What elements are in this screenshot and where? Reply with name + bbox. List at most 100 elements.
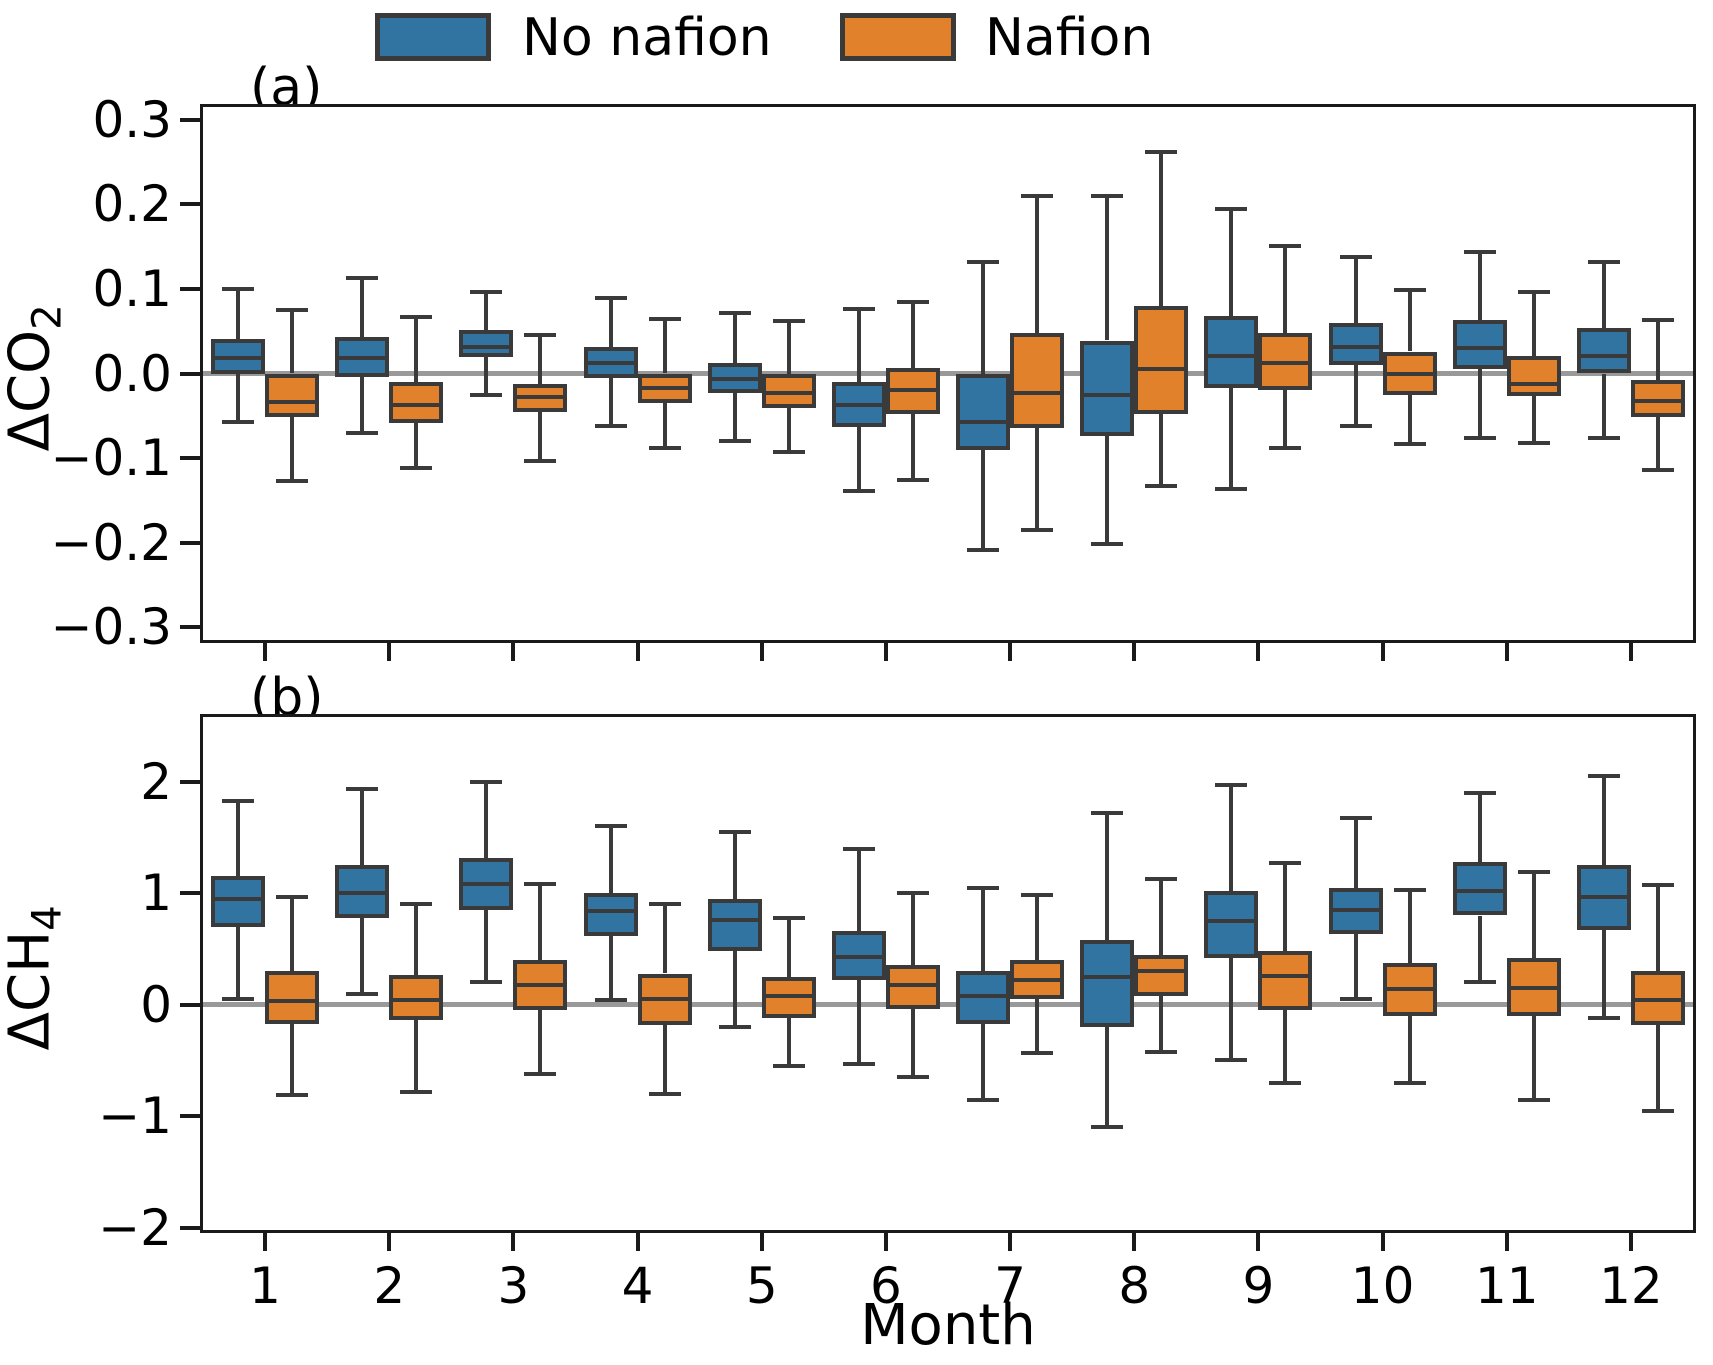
whisker-upper: [290, 310, 295, 374]
whisker-cap-upper: [1339, 816, 1372, 821]
legend: No nafion Nafion: [0, 0, 1713, 80]
whisker-cap-lower: [1021, 528, 1054, 533]
whisker-cap-lower: [1339, 423, 1372, 428]
median-line: [339, 356, 386, 361]
whisker-lower: [1601, 930, 1606, 1019]
whisker-lower: [786, 1018, 791, 1067]
median-line: [339, 891, 386, 896]
x-tick: [511, 643, 516, 661]
whisker-lower: [910, 1009, 915, 1078]
whisker-cap-upper: [1641, 883, 1674, 888]
whisker-cap-upper: [222, 798, 255, 803]
box-nafion-month-8: [1134, 305, 1189, 415]
median-line: [1580, 353, 1627, 358]
x-tick: [635, 643, 640, 661]
box-nafion-month-12: [1630, 380, 1685, 417]
box-no-nafion-month-11: [1452, 320, 1507, 370]
x-tick: [1380, 1233, 1385, 1251]
whisker-cap-lower: [276, 478, 309, 483]
whisker-upper: [484, 292, 489, 331]
whisker-lower: [1601, 373, 1606, 438]
y-tick: [180, 286, 200, 291]
median-line: [1332, 345, 1379, 350]
whisker-cap-upper: [1463, 249, 1496, 254]
median-line: [711, 917, 758, 922]
whisker-cap-lower: [967, 548, 1000, 553]
whisker-upper: [414, 316, 419, 382]
x-tick-label: 7: [994, 1257, 1026, 1315]
whisker-upper: [1477, 792, 1482, 862]
whisker-upper: [786, 917, 791, 977]
whisker-upper: [1283, 863, 1288, 952]
whisker-lower: [1407, 1015, 1412, 1083]
whisker-cap-lower: [1517, 440, 1550, 445]
x-tick-label: 11: [1474, 1257, 1539, 1315]
box-nafion-month-12: [1630, 971, 1685, 1025]
whisker-cap-upper: [1021, 893, 1054, 898]
whisker-lower: [732, 951, 737, 1028]
whisker-lower: [414, 1020, 419, 1092]
median-line: [1084, 974, 1131, 979]
whisker-upper: [786, 321, 791, 375]
median-line: [889, 388, 936, 393]
whisker-lower: [360, 376, 365, 433]
whisker-cap-lower: [1339, 997, 1372, 1002]
whisker-cap-upper: [967, 259, 1000, 264]
whisker-cap-lower: [648, 1091, 681, 1096]
whisker-upper: [1159, 878, 1164, 955]
whisker-upper: [1105, 812, 1110, 941]
median-line: [1262, 973, 1309, 978]
whisker-cap-lower: [772, 450, 805, 455]
median-line: [1386, 371, 1433, 376]
median-line: [1456, 888, 1503, 893]
whisker-cap-upper: [967, 885, 1000, 890]
whisker-upper: [1353, 256, 1358, 323]
whisker-lower: [608, 935, 613, 1001]
whisker-lower: [360, 917, 365, 994]
median-line: [215, 356, 262, 361]
whisker-upper: [608, 826, 613, 894]
y-tick-label: 0.1: [92, 259, 172, 318]
x-tick-label: 12: [1599, 1257, 1663, 1315]
whisker-cap-lower: [1641, 467, 1674, 472]
whisker-cap-upper: [470, 290, 503, 295]
x-tick: [759, 643, 764, 661]
y-tick: [180, 456, 200, 461]
box-nafion-month-1: [265, 373, 320, 418]
whisker-cap-upper: [400, 314, 433, 319]
x-axis-label: Month: [860, 1293, 1036, 1358]
median-line: [765, 993, 812, 998]
whisker-lower: [1229, 957, 1234, 1061]
y-tick: [180, 891, 200, 896]
whisker-upper: [1655, 320, 1660, 381]
whisker-lower: [290, 417, 295, 481]
median-line: [1634, 398, 1681, 403]
box-nafion-month-2: [389, 381, 444, 423]
box-nafion-month-6: [885, 964, 940, 1010]
whisker-cap-upper: [1463, 790, 1496, 795]
whisker-cap-upper: [1091, 193, 1124, 198]
whisker-cap-lower: [1269, 1080, 1302, 1085]
whisker-lower: [1159, 995, 1164, 1052]
whisker-cap-lower: [896, 478, 929, 483]
median-line: [1138, 367, 1185, 372]
whisker-cap-upper: [1215, 783, 1248, 788]
box-no-nafion-month-8: [1080, 340, 1135, 437]
whisker-cap-lower: [1215, 487, 1248, 492]
whisker-cap-upper: [1215, 207, 1248, 212]
whisker-cap-upper: [648, 902, 681, 907]
whisker-cap-upper: [1339, 254, 1372, 259]
x-tick-label: 10: [1350, 1257, 1415, 1315]
whisker-cap-lower: [1463, 435, 1496, 440]
whisker-upper: [981, 261, 986, 375]
whisker-upper: [538, 335, 543, 384]
whisker-cap-upper: [1587, 774, 1620, 779]
whisker-lower: [981, 450, 986, 551]
median-line: [1580, 894, 1627, 899]
box-nafion-month-8: [1134, 954, 1189, 996]
whisker-cap-upper: [276, 894, 309, 899]
whisker-cap-upper: [276, 308, 309, 313]
whisker-lower: [1477, 369, 1482, 438]
box-no-nafion-month-4: [583, 893, 638, 936]
whisker-upper: [856, 848, 861, 932]
